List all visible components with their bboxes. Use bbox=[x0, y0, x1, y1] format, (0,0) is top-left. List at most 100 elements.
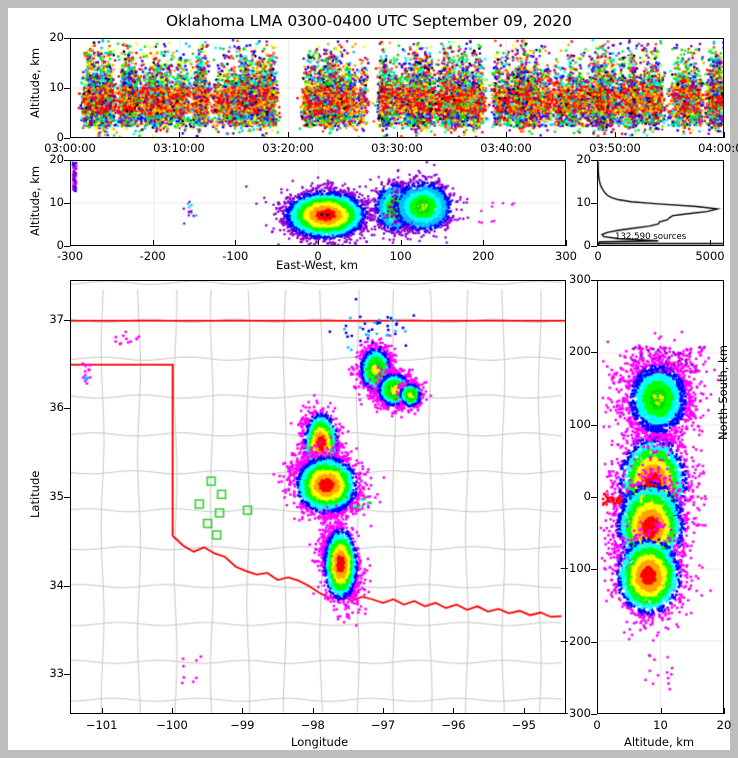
axis-tick-label: 0 bbox=[594, 249, 602, 263]
north-south-height-plot bbox=[598, 281, 723, 713]
altitude-histogram-plot bbox=[598, 161, 723, 245]
axis-tick-mark bbox=[69, 132, 71, 138]
plan-view-map-panel[interactable] bbox=[70, 280, 566, 714]
axis-tick-mark bbox=[591, 496, 597, 498]
axis-tick-label: −300 bbox=[559, 706, 591, 720]
axis-tick-mark bbox=[382, 708, 384, 714]
axis-tick-label: 10 bbox=[49, 195, 64, 209]
map-ylabel: Latitude bbox=[28, 470, 42, 518]
axis-tick-mark bbox=[178, 132, 180, 138]
axis-tick-label: 03:30:00 bbox=[371, 141, 423, 155]
axis-tick-label: −99 bbox=[230, 718, 255, 732]
axis-tick-mark bbox=[64, 87, 70, 89]
plan-view-map-plot bbox=[71, 281, 565, 713]
axis-tick-label: 0 bbox=[56, 130, 64, 144]
axis-tick-label: 03:00:00 bbox=[44, 141, 96, 155]
axis-tick-label: 0 bbox=[593, 718, 601, 732]
axis-tick-label: −95 bbox=[511, 718, 536, 732]
axis-tick-label: 0 bbox=[583, 489, 591, 503]
axis-tick-label: −96 bbox=[441, 718, 466, 732]
axis-tick-mark bbox=[591, 424, 597, 426]
axis-tick-mark bbox=[597, 240, 598, 246]
axis-tick-label: 0 bbox=[56, 238, 64, 252]
east-west-height-plot bbox=[71, 161, 565, 245]
axis-tick-label: −98 bbox=[300, 718, 325, 732]
axis-tick-label: 20 bbox=[576, 152, 591, 166]
axis-tick-label: −101 bbox=[85, 718, 118, 732]
east-west-height-ylabel: Altitude, km bbox=[28, 165, 42, 236]
axis-tick-mark bbox=[64, 159, 70, 161]
axis-tick-label: 34 bbox=[49, 577, 64, 592]
east-west-height-panel[interactable] bbox=[70, 160, 566, 246]
axis-tick-mark bbox=[710, 240, 711, 246]
axis-tick-label: -200 bbox=[139, 249, 166, 263]
axis-tick-label: −100 bbox=[156, 718, 188, 732]
axis-tick-mark bbox=[64, 496, 70, 498]
axis-tick-mark bbox=[400, 240, 402, 246]
axis-tick-label: 03:20:00 bbox=[262, 141, 314, 155]
axis-tick-label: 03:10:00 bbox=[153, 141, 205, 155]
axis-tick-label: 200 bbox=[569, 344, 591, 359]
axis-tick-label: 03:50:00 bbox=[589, 141, 641, 155]
axis-tick-mark bbox=[614, 132, 616, 138]
figure-canvas: Oklahoma LMA 0300-0400 UTC September 09,… bbox=[8, 8, 738, 750]
axis-tick-mark bbox=[591, 202, 597, 204]
axis-tick-mark bbox=[591, 713, 597, 715]
axis-tick-label: 300 bbox=[555, 249, 577, 263]
axis-tick-label: 300 bbox=[569, 272, 591, 286]
axis-tick-mark bbox=[64, 202, 70, 204]
axis-tick-label: 37 bbox=[49, 311, 64, 326]
axis-tick-mark bbox=[591, 279, 597, 281]
axis-tick-mark bbox=[660, 708, 662, 714]
axis-tick-mark bbox=[312, 708, 314, 714]
axis-tick-mark bbox=[64, 407, 70, 409]
axis-tick-mark bbox=[723, 708, 725, 714]
axis-tick-label: 20 bbox=[49, 152, 64, 166]
map-xlabel: Longitude bbox=[291, 735, 349, 749]
axis-tick-mark bbox=[591, 641, 597, 643]
axis-tick-label: -300 bbox=[56, 249, 84, 263]
axis-tick-mark bbox=[591, 568, 597, 570]
axis-tick-label: −97 bbox=[370, 718, 396, 732]
axis-tick-mark bbox=[723, 132, 725, 138]
north-south-height-panel[interactable] bbox=[597, 280, 724, 714]
axis-tick-label: 20 bbox=[49, 30, 64, 44]
axis-tick-mark bbox=[152, 240, 154, 246]
axis-tick-mark bbox=[64, 37, 70, 39]
axis-tick-label: 0 bbox=[314, 249, 322, 263]
axis-tick-mark bbox=[523, 708, 525, 714]
east-west-height-xlabel: East-West, km bbox=[276, 258, 358, 272]
axis-tick-mark bbox=[591, 245, 597, 247]
axis-tick-mark bbox=[505, 132, 507, 138]
axis-tick-label: 100 bbox=[389, 249, 412, 263]
axis-tick-mark bbox=[64, 245, 70, 247]
axis-tick-label: 33 bbox=[49, 666, 64, 681]
axis-tick-mark bbox=[241, 708, 243, 714]
axis-tick-mark bbox=[396, 132, 398, 138]
axis-tick-mark bbox=[101, 708, 103, 714]
axis-tick-mark bbox=[64, 137, 70, 139]
axis-tick-label: 0 bbox=[583, 238, 591, 252]
time-height-panel[interactable] bbox=[70, 38, 724, 138]
axis-tick-mark bbox=[482, 240, 484, 246]
axis-tick-label: 100 bbox=[569, 416, 591, 431]
axis-tick-mark bbox=[317, 240, 319, 246]
axis-tick-mark bbox=[64, 673, 70, 675]
axis-tick-mark bbox=[591, 351, 597, 353]
axis-tick-mark bbox=[234, 240, 236, 246]
altitude-histogram-panel[interactable] bbox=[597, 160, 724, 246]
axis-tick-mark bbox=[287, 132, 289, 138]
axis-tick-label: 20 bbox=[716, 718, 732, 732]
axis-tick-label: 200 bbox=[472, 249, 495, 263]
axis-tick-label: −100 bbox=[559, 561, 591, 576]
axis-tick-label: 10 bbox=[576, 195, 591, 209]
axis-tick-label: 03:40:00 bbox=[480, 141, 532, 155]
axis-tick-mark bbox=[452, 708, 454, 714]
north-south-xlabel: Altitude, km bbox=[624, 735, 695, 749]
time-height-ylabel: Altitude, km bbox=[28, 47, 42, 118]
time-height-plot bbox=[71, 39, 723, 137]
axis-tick-mark bbox=[69, 240, 71, 246]
axis-tick-mark bbox=[64, 585, 70, 587]
axis-tick-mark bbox=[64, 319, 70, 321]
axis-tick-mark bbox=[596, 708, 598, 714]
